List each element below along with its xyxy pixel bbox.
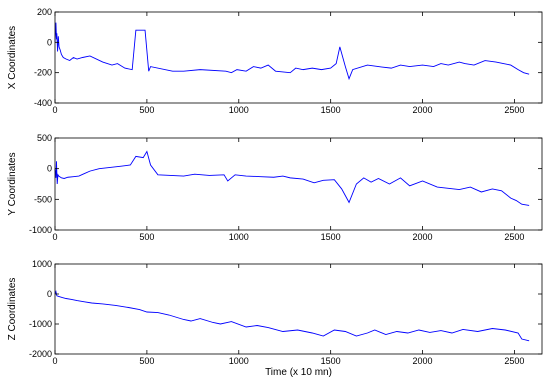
y-tick-label: 200 <box>37 7 52 17</box>
x-tick-label: 2500 <box>504 105 524 115</box>
plot-frame <box>54 263 543 355</box>
y-tick-label: 1000 <box>32 259 52 269</box>
y-tick-label: -400 <box>34 98 52 108</box>
y-tick-label: 0 <box>47 37 52 47</box>
x-tick-label: 500 <box>139 232 154 242</box>
x-tick-label: 1000 <box>229 356 249 366</box>
x-tick-label: 1500 <box>321 356 341 366</box>
x-tick-label: 0 <box>52 105 57 115</box>
series-line-2-1 <box>54 150 530 206</box>
plot-frame <box>54 11 543 104</box>
series-line-1-1 <box>54 22 530 81</box>
series-line-3-1 <box>54 290 530 342</box>
y-tick-label: -500 <box>34 194 52 204</box>
x-tick-label: 500 <box>139 356 154 366</box>
y-axis-label: X Coordinates <box>7 26 18 89</box>
subplot-3: 0 500 1000 1500 2000 2500 -2000 -1000 0 1000 Z Coo… <box>7 259 543 378</box>
x-axis-label: Time (x 10 mn) <box>265 367 332 378</box>
x-tick-label: 2500 <box>504 232 524 242</box>
y-tick-label: -2000 <box>29 349 52 359</box>
x-tick-label: 1000 <box>229 232 249 242</box>
x-tick-label: 1500 <box>321 232 341 242</box>
y-axis-label: Z Coordinates <box>7 278 18 341</box>
y-tick-label: -200 <box>34 68 52 78</box>
plot-frame <box>54 137 543 231</box>
x-tick-label: 2000 <box>413 105 433 115</box>
y-axis-label: Y Coordinates <box>7 152 18 215</box>
x-tick-label: 2000 <box>413 232 433 242</box>
y-tick-label: -1000 <box>29 225 52 235</box>
x-tick-label: 0 <box>52 232 57 242</box>
x-tick-label: 1000 <box>229 105 249 115</box>
subplot-1: 0 500 1000 1500 2000 2500 -400 -200 0 200 X Coordi… <box>7 7 543 115</box>
subplot-2: 0 500 1000 1500 2000 2500 -1000 -500 0 500 Y Coord… <box>7 133 543 242</box>
x-tick-label: 2500 <box>504 356 524 366</box>
x-tick-label: 2000 <box>413 356 433 366</box>
x-tick-label: 1500 <box>321 105 341 115</box>
y-tick-label: 0 <box>47 289 52 299</box>
y-tick-label: 0 <box>47 164 52 174</box>
y-tick-label: 500 <box>37 133 52 143</box>
x-tick-label: 500 <box>139 105 154 115</box>
y-tick-label: -1000 <box>29 319 52 329</box>
x-tick-label: 0 <box>52 356 57 366</box>
